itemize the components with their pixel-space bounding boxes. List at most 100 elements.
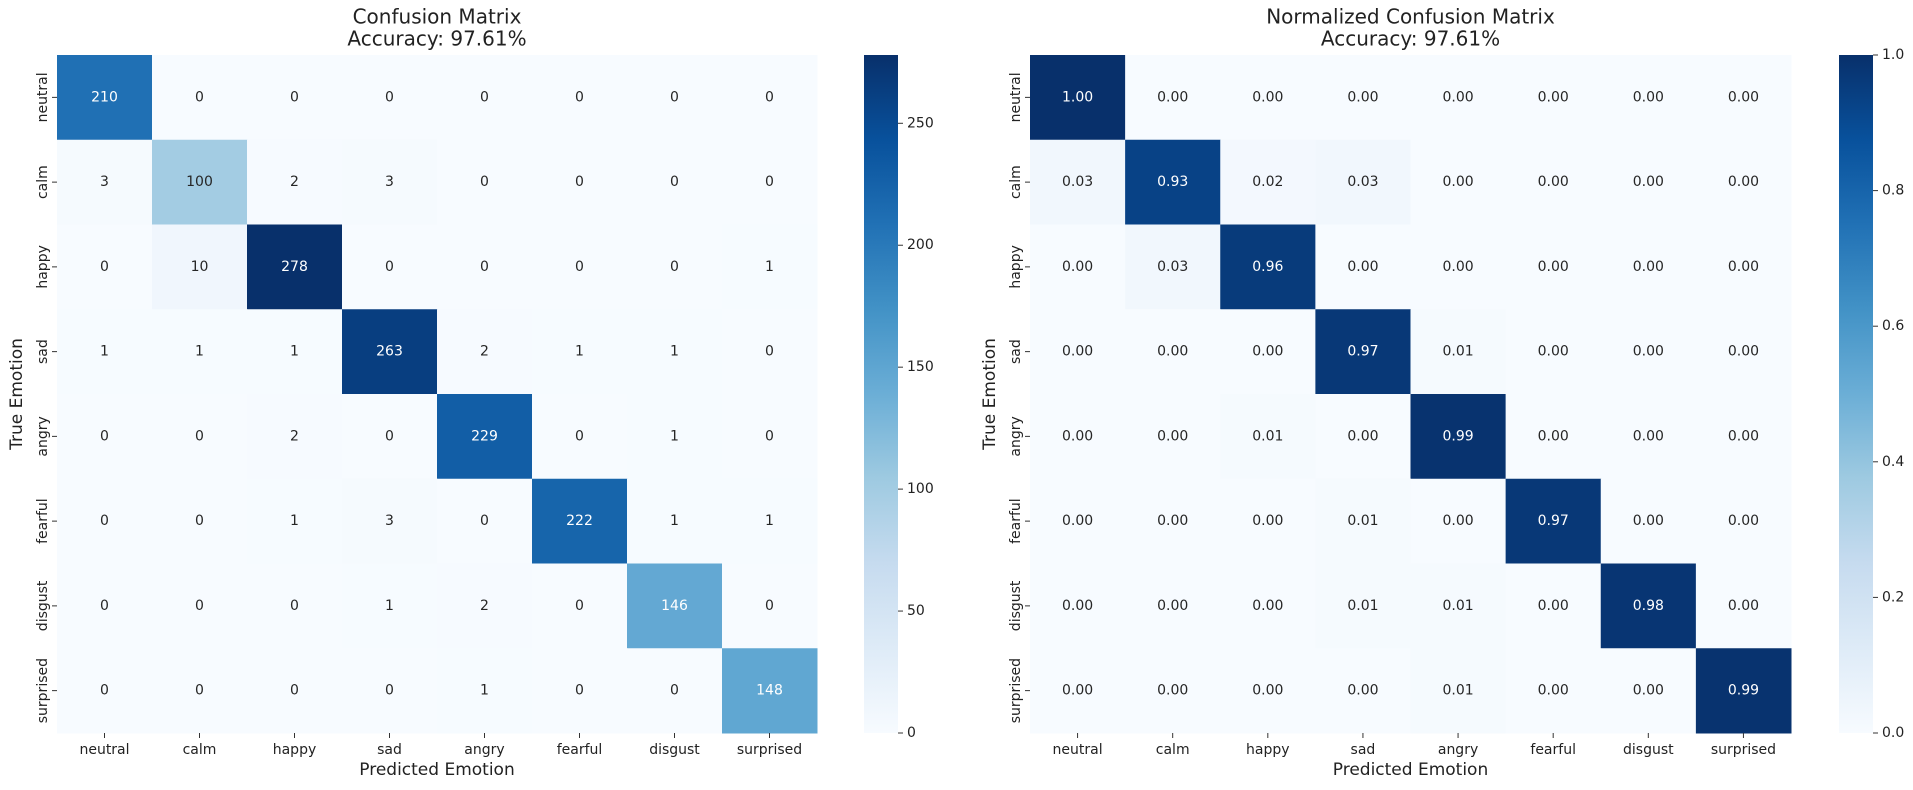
cell-label: 0.00: [1347, 259, 1378, 275]
cell-label: 0.00: [1252, 598, 1283, 614]
heatmap-cell: [1600, 648, 1697, 734]
chart-subtitle: Accuracy: 97.61%: [347, 27, 526, 51]
heatmap-cell: [437, 648, 533, 734]
chart-title: Confusion Matrix: [353, 5, 522, 29]
cell-label: 0.00: [1728, 174, 1759, 190]
heatmap-cell: [627, 224, 723, 310]
heatmap-cell: [1695, 394, 1792, 480]
colorbar-tick-label: 0.6: [1882, 318, 1904, 334]
cell-label: 2: [480, 344, 489, 360]
cell-label: 0.00: [1252, 683, 1283, 699]
cell-label: 0.00: [1633, 344, 1664, 360]
cell-label: 0: [765, 598, 774, 614]
heatmap-cell: [1315, 55, 1411, 141]
cell-label: 1: [670, 428, 679, 444]
heatmap-cell: [342, 224, 438, 310]
heatmap-cell: [1695, 224, 1792, 310]
heatmap-cell: [627, 55, 723, 141]
colorbar-tick-label: 150: [907, 359, 934, 375]
heatmap-cell: [1125, 648, 1221, 734]
cell-label: 2: [480, 598, 489, 614]
heatmap-cell: [152, 648, 248, 734]
cell-label: 0.02: [1252, 174, 1283, 190]
cell-label: 0.00: [1728, 259, 1759, 275]
cell-label: 0.00: [1442, 174, 1473, 190]
heatmap-cell: [247, 224, 343, 310]
x-tick-label: sad: [377, 742, 402, 758]
heatmap-cell: [152, 478, 248, 564]
cell-label: 0.98: [1633, 598, 1664, 614]
cell-label: 0.99: [1728, 683, 1759, 699]
heatmap-cell: [1695, 563, 1792, 649]
heatmap-cell: [57, 648, 153, 734]
cell-label: 0.00: [1633, 513, 1664, 529]
heatmap-cell: [437, 139, 533, 225]
heatmap-cell: [1505, 648, 1602, 734]
heatmap-cell: [532, 309, 628, 395]
x-tick-label: neutral: [1053, 742, 1103, 758]
cell-label: 0.00: [1442, 89, 1473, 105]
x-tick-label: happy: [273, 742, 317, 758]
cell-label: 0: [100, 683, 109, 699]
cell-label: 0: [385, 683, 394, 699]
heatmap-cell: [1220, 648, 1316, 734]
heatmap-cell: [627, 394, 723, 480]
cell-label: 1: [290, 344, 299, 360]
heatmap-cell: [1410, 224, 1507, 310]
cell-label: 0: [195, 598, 204, 614]
colorbar-tick-label: 200: [907, 237, 934, 253]
cell-label: 0.00: [1538, 259, 1569, 275]
heatmap-cell: [1505, 478, 1602, 564]
cell-label: 0.00: [1062, 344, 1093, 360]
y-tick-label: surprised: [1008, 658, 1024, 723]
cell-label: 0: [670, 89, 679, 105]
heatmap-cell: [1030, 478, 1126, 564]
cell-label: 3: [100, 174, 109, 190]
cell-label: 0.97: [1538, 513, 1569, 529]
heatmap-cell: [1125, 55, 1221, 141]
heatmap-cell: [722, 139, 818, 225]
heatmap-cell: [1505, 55, 1602, 141]
heatmap-cell: [1600, 563, 1697, 649]
cell-label: 0.00: [1157, 513, 1188, 529]
cell-label: 2: [290, 428, 299, 444]
heatmap-cell: [722, 478, 818, 564]
heatmap-cell: [532, 139, 628, 225]
y-tick-label: happy: [35, 245, 51, 289]
heatmap-cell: [1600, 139, 1697, 225]
heatmap-cell: [247, 478, 343, 564]
heatmap-cell: [342, 563, 438, 649]
heatmap-cell: [1505, 563, 1602, 649]
y-tick-label: angry: [35, 416, 51, 456]
y-tick-label: disgust: [35, 580, 51, 631]
x-tick-label: angry: [464, 742, 504, 758]
heatmap-cell: [247, 563, 343, 649]
cell-label: 0: [195, 428, 204, 444]
heatmap-cell: [1315, 648, 1411, 734]
cell-label: 146: [661, 598, 688, 614]
heatmap-cell: [57, 309, 153, 395]
cell-label: 0.00: [1728, 344, 1759, 360]
heatmap-cell: [1030, 394, 1126, 480]
heatmap-cell: [342, 648, 438, 734]
heatmap-cell: [1220, 563, 1316, 649]
cell-label: 0: [670, 259, 679, 275]
cell-label: 0: [575, 89, 584, 105]
colorbar-tick-label: 100: [907, 481, 934, 497]
heatmap-cell: [1695, 309, 1792, 395]
cell-label: 0: [100, 598, 109, 614]
heatmap-cell: [1315, 394, 1411, 480]
heatmap-cell: [1030, 224, 1126, 310]
x-tick-label: surprised: [1711, 742, 1776, 758]
heatmap-cell: [437, 309, 533, 395]
cell-label: 0.01: [1442, 598, 1473, 614]
colorbar-tick-label: 0.2: [1882, 589, 1904, 605]
heatmap-cell: [247, 55, 343, 141]
heatmap-cell: [152, 309, 248, 395]
heatmap-cell: [1505, 394, 1602, 480]
cell-label: 0.00: [1252, 513, 1283, 529]
heatmap-cell: [342, 309, 438, 395]
heatmap-cell: [532, 394, 628, 480]
heatmap-cell: [1125, 394, 1221, 480]
